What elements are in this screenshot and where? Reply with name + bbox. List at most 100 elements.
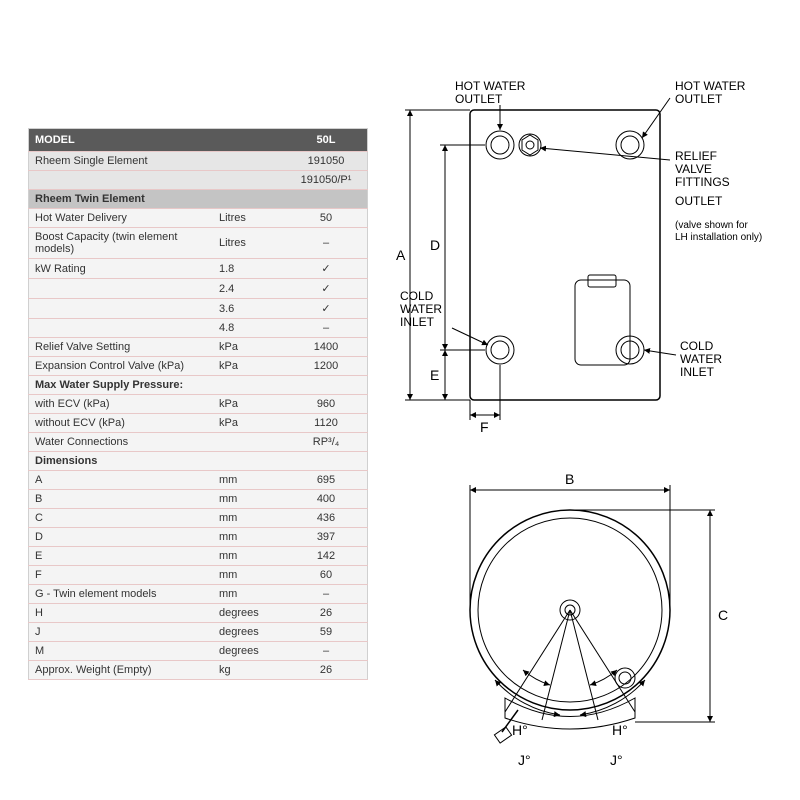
row-value: 59 <box>285 623 368 642</box>
table-row: Mdegrees– <box>29 642 368 661</box>
row-unit: degrees <box>213 623 285 642</box>
header-model: MODEL <box>29 129 214 152</box>
row-value: ✓ <box>285 299 368 319</box>
table-row: Boost Capacity (twin element models)Litr… <box>29 228 368 259</box>
row-label: Boost Capacity (twin element models) <box>29 228 214 259</box>
table-row: Expansion Control Valve (kPa)kPa1200 <box>29 357 368 376</box>
row-label: J <box>29 623 214 642</box>
row-label: Expansion Control Valve (kPa) <box>29 357 214 376</box>
cold-right-1: COLD <box>680 339 714 353</box>
relief-4: OUTLET <box>675 194 723 208</box>
hot-outlet-left-1: HOT WATER <box>455 79 526 93</box>
table-row: Approx. Weight (Empty)kg26 <box>29 661 368 680</box>
row-label: A <box>29 471 214 490</box>
row-label: B <box>29 490 214 509</box>
table-row: Dimensions <box>29 452 368 471</box>
row-label: Water Connections <box>29 433 214 452</box>
row-unit: mm <box>213 471 285 490</box>
table-row: Max Water Supply Pressure: <box>29 376 368 395</box>
hot-outlet-right-2: OUTLET <box>675 92 723 106</box>
row-value: RP³/₄ <box>285 433 368 452</box>
row-unit <box>213 190 285 209</box>
row-value: – <box>285 228 368 259</box>
table-row: Dmm397 <box>29 528 368 547</box>
cold-left-1: COLD <box>400 289 434 303</box>
dim-F: F <box>480 419 489 435</box>
row-value <box>285 452 368 471</box>
table-row: Relief Valve SettingkPa1400 <box>29 338 368 357</box>
cold-right-3: INLET <box>680 365 715 379</box>
row-unit: Litres <box>213 228 285 259</box>
row-unit: mm <box>213 547 285 566</box>
row-unit: mm <box>213 566 285 585</box>
row-value <box>285 376 368 395</box>
cold-left-2: WATER <box>400 302 442 316</box>
row-label: H <box>29 604 214 623</box>
row-label <box>29 279 214 299</box>
row-value: 960 <box>285 395 368 414</box>
row-label <box>29 299 214 319</box>
row-label: E <box>29 547 214 566</box>
row-unit: kPa <box>213 414 285 433</box>
relief-2: VALVE <box>675 162 712 176</box>
row-label: without ECV (kPa) <box>29 414 214 433</box>
row-unit <box>213 376 285 395</box>
row-unit: kPa <box>213 395 285 414</box>
plan-view-diagram: H° H° J° J° B C <box>400 460 780 795</box>
row-value: 26 <box>285 604 368 623</box>
row-unit: mm <box>213 528 285 547</box>
dim-H-right: H° <box>612 722 628 738</box>
row-unit: kPa <box>213 338 285 357</box>
row-value: ✓ <box>285 279 368 299</box>
table-row: Hot Water DeliveryLitres50 <box>29 209 368 228</box>
row-label: Rheem Twin Element <box>29 190 214 209</box>
table-row: kW Rating1.8✓ <box>29 259 368 279</box>
table-row: Water Connections RP³/₄ <box>29 433 368 452</box>
row-unit: kPa <box>213 357 285 376</box>
row-value: 50 <box>285 209 368 228</box>
row-value: 400 <box>285 490 368 509</box>
row-value: 191050 <box>285 152 368 171</box>
row-unit: degrees <box>213 604 285 623</box>
dim-D: D <box>430 237 440 253</box>
row-unit: mm <box>213 490 285 509</box>
row-value: 60 <box>285 566 368 585</box>
row-unit: 2.4 <box>213 279 285 299</box>
table-row: 3.6✓ <box>29 299 368 319</box>
valve-note-2: LH installation only) <box>675 232 762 243</box>
table-row: Hdegrees26 <box>29 604 368 623</box>
row-unit <box>213 433 285 452</box>
table-row: G - Twin element modelsmm– <box>29 585 368 604</box>
row-label: Relief Valve Setting <box>29 338 214 357</box>
row-unit <box>213 152 285 171</box>
table-row: 2.4✓ <box>29 279 368 299</box>
row-value: 191050/P¹ <box>285 171 368 190</box>
relief-3: FITTINGS <box>675 175 730 189</box>
row-label: F <box>29 566 214 585</box>
relief-1: RELIEF <box>675 149 717 163</box>
row-value: 142 <box>285 547 368 566</box>
hot-outlet-right-1: HOT WATER <box>675 79 746 93</box>
table-row: without ECV (kPa)kPa1120 <box>29 414 368 433</box>
row-label: kW Rating <box>29 259 214 279</box>
table-row: Jdegrees59 <box>29 623 368 642</box>
table-row: Rheem Twin Element <box>29 190 368 209</box>
spec-table: MODEL 50L Rheem Single Element1910501910… <box>28 128 368 680</box>
dim-A: A <box>396 247 406 263</box>
row-label <box>29 171 214 190</box>
row-value: 1400 <box>285 338 368 357</box>
row-value: 436 <box>285 509 368 528</box>
dim-B: B <box>565 471 574 487</box>
row-label: D <box>29 528 214 547</box>
side-elevation-diagram: A D E F HOT WATER OUTLET HOT WATER OUTLE… <box>380 50 790 465</box>
row-value: 26 <box>285 661 368 680</box>
row-value: 695 <box>285 471 368 490</box>
row-unit: degrees <box>213 642 285 661</box>
row-value: 1200 <box>285 357 368 376</box>
row-unit: 4.8 <box>213 319 285 338</box>
row-value: 1120 <box>285 414 368 433</box>
row-unit: 3.6 <box>213 299 285 319</box>
row-value: – <box>285 585 368 604</box>
row-unit: mm <box>213 585 285 604</box>
header-col: 50L <box>285 129 368 152</box>
